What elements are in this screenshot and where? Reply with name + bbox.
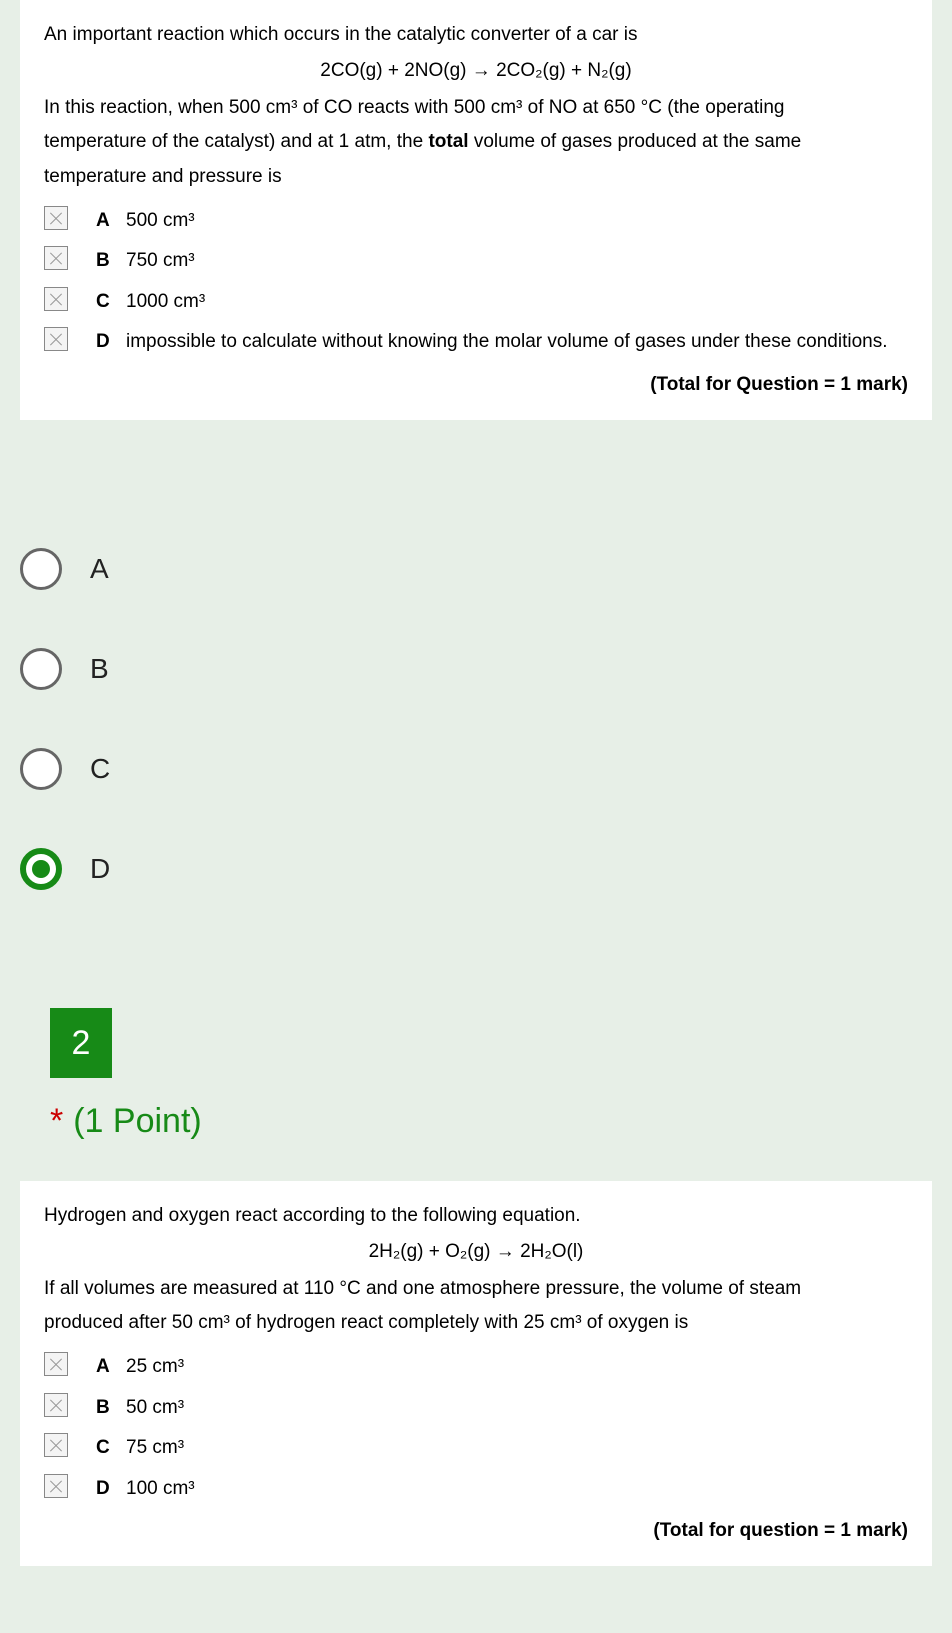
q2-option-a: A 25 cm³ xyxy=(44,1352,908,1382)
question-number-badge: 2 xyxy=(50,1008,112,1078)
radio-label: C xyxy=(90,753,110,785)
option-text: impossible to calculate without knowing … xyxy=(126,327,908,357)
option-text: 100 cm³ xyxy=(126,1474,908,1504)
option-text: 75 cm³ xyxy=(126,1433,908,1463)
radio-icon-selected xyxy=(20,848,62,890)
q2-option-b: B 50 cm³ xyxy=(44,1393,908,1423)
option-text: 500 cm³ xyxy=(126,206,908,236)
radio-icon xyxy=(20,748,62,790)
q1-equation: 2CO(g) + 2NO(g) → 2CO₂(g) + N₂(g) xyxy=(44,56,908,86)
option-text: 750 cm³ xyxy=(126,246,908,276)
required-star-icon: * xyxy=(50,1102,63,1140)
q1-total-marks: (Total for Question = 1 mark) xyxy=(44,370,908,400)
checkbox-icon xyxy=(44,1352,68,1376)
q2-body-line1: If all volumes are measured at 110 °C an… xyxy=(44,1274,908,1304)
answer-radio-group: A B C D xyxy=(0,450,952,1008)
q1-option-b: B 750 cm³ xyxy=(44,246,908,276)
radio-option-d[interactable]: D xyxy=(20,848,932,890)
question-2-header: 2 * (1 Point) xyxy=(0,1008,952,1141)
q1-options: A 500 cm³ B 750 cm³ C 1000 cm³ D impossi… xyxy=(44,206,908,358)
question-2-card: Hydrogen and oxygen react according to t… xyxy=(20,1181,932,1567)
radio-label: D xyxy=(90,853,110,885)
option-letter: D xyxy=(96,327,126,357)
checkbox-icon xyxy=(44,327,68,351)
q2-equation: 2H₂(g) + O₂(g) → 2H₂O(l) xyxy=(44,1237,908,1267)
q1-body3: volume of gases produced at the same xyxy=(469,131,802,152)
checkbox-icon xyxy=(44,246,68,270)
q1-body1: In this reaction, when 500 cm³ of CO rea… xyxy=(44,97,785,118)
option-letter: B xyxy=(96,1393,126,1423)
points-label: * (1 Point) xyxy=(50,1102,902,1141)
option-letter: C xyxy=(96,1433,126,1463)
q1-intro: An important reaction which occurs in th… xyxy=(44,20,908,50)
radio-option-a[interactable]: A xyxy=(20,548,932,590)
radio-icon xyxy=(20,548,62,590)
q2-body-line2: produced after 50 cm³ of hydrogen react … xyxy=(44,1308,908,1338)
radio-icon xyxy=(20,648,62,690)
q1-option-d: D impossible to calculate without knowin… xyxy=(44,327,908,357)
q1-option-a: A 500 cm³ xyxy=(44,206,908,236)
radio-option-c[interactable]: C xyxy=(20,748,932,790)
q1-body-line3: temperature and pressure is xyxy=(44,162,908,192)
option-letter: C xyxy=(96,287,126,317)
points-text: (1 Point) xyxy=(73,1102,202,1140)
question-1-card: An important reaction which occurs in th… xyxy=(20,0,932,420)
q1-body2: temperature of the catalyst) and at 1 at… xyxy=(44,131,428,152)
q2-option-c: C 75 cm³ xyxy=(44,1433,908,1463)
option-text: 50 cm³ xyxy=(126,1393,908,1423)
checkbox-icon xyxy=(44,1474,68,1498)
q2-intro: Hydrogen and oxygen react according to t… xyxy=(44,1201,908,1231)
radio-label: B xyxy=(90,653,109,685)
q1-body-bold: total xyxy=(428,131,468,152)
q1-body-line1: In this reaction, when 500 cm³ of CO rea… xyxy=(44,93,908,123)
q2-total-marks: (Total for question = 1 mark) xyxy=(44,1516,908,1546)
option-text: 1000 cm³ xyxy=(126,287,908,317)
checkbox-icon xyxy=(44,1433,68,1457)
option-letter: A xyxy=(96,1352,126,1382)
q2-options: A 25 cm³ B 50 cm³ C 75 cm³ D 100 cm³ xyxy=(44,1352,908,1504)
q2-option-d: D 100 cm³ xyxy=(44,1474,908,1504)
checkbox-icon xyxy=(44,206,68,230)
option-letter: D xyxy=(96,1474,126,1504)
q1-body-line2: temperature of the catalyst) and at 1 at… xyxy=(44,127,908,157)
checkbox-icon xyxy=(44,1393,68,1417)
option-letter: B xyxy=(96,246,126,276)
option-text: 25 cm³ xyxy=(126,1352,908,1382)
radio-option-b[interactable]: B xyxy=(20,648,932,690)
q1-option-c: C 1000 cm³ xyxy=(44,287,908,317)
checkbox-icon xyxy=(44,287,68,311)
option-letter: A xyxy=(96,206,126,236)
radio-label: A xyxy=(90,553,109,585)
